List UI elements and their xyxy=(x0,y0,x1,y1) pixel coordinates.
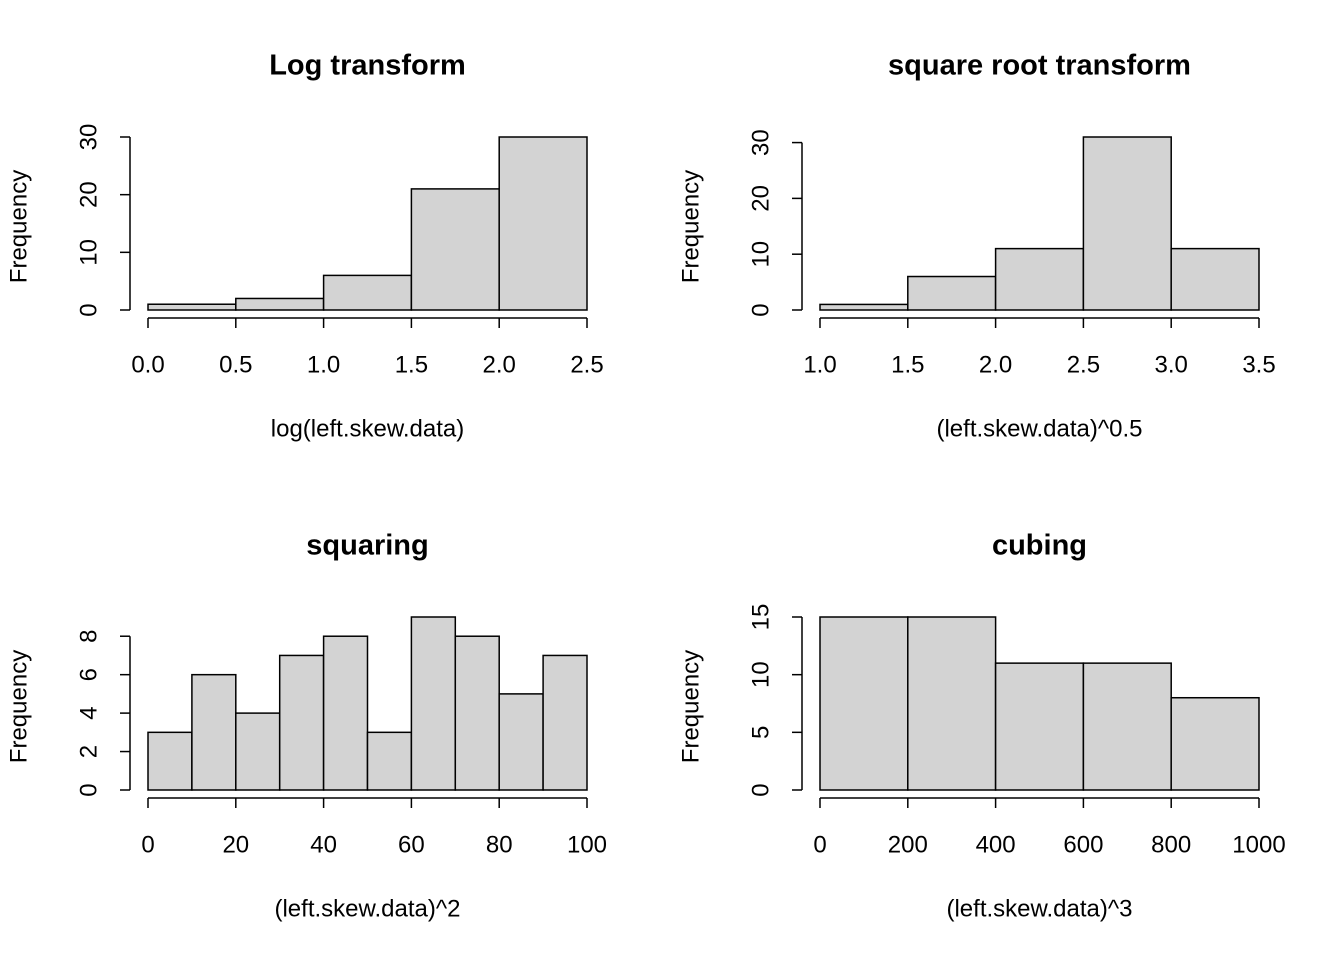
x-tick-label: 1.0 xyxy=(803,351,836,378)
x-axis-label: (left.skew.data)^0.5 xyxy=(936,415,1142,442)
bar xyxy=(191,673,237,791)
y-tick-label: 8 xyxy=(75,630,102,643)
bar xyxy=(907,275,997,311)
bar xyxy=(410,616,457,791)
bar xyxy=(819,616,909,791)
y-tick-label: 4 xyxy=(75,706,102,719)
bar xyxy=(819,303,909,311)
y-tick-label: 0 xyxy=(747,783,774,796)
x-tick-label: 1000 xyxy=(1232,831,1285,858)
bar xyxy=(366,731,413,791)
x-tick-label: 200 xyxy=(888,831,928,858)
bar xyxy=(322,274,413,311)
x-tick-label: 3.5 xyxy=(1242,351,1275,378)
bar xyxy=(147,731,193,791)
y-axis-label: Frequency xyxy=(677,170,704,283)
y-tick-label: 30 xyxy=(747,129,774,156)
x-tick-label: 800 xyxy=(1151,831,1191,858)
bar xyxy=(498,693,544,791)
y-tick-label: 2 xyxy=(75,745,102,758)
x-tick-label: 2.0 xyxy=(483,351,516,378)
bar xyxy=(1082,136,1172,311)
bar xyxy=(907,616,997,791)
x-tick-label: 40 xyxy=(310,831,337,858)
x-tick-label: 1.0 xyxy=(307,351,340,378)
bar xyxy=(994,662,1085,791)
bar xyxy=(1082,662,1172,791)
y-tick-label: 10 xyxy=(75,239,102,266)
y-tick-label: 10 xyxy=(747,661,774,688)
bar xyxy=(1170,247,1260,311)
y-tick-label: 10 xyxy=(747,241,774,268)
bar xyxy=(994,247,1085,311)
x-tick-label: 2.5 xyxy=(1067,351,1100,378)
x-tick-label: 0 xyxy=(141,831,154,858)
y-tick-label: 20 xyxy=(75,181,102,208)
x-tick-label: 0 xyxy=(813,831,826,858)
y-axis-label: Frequency xyxy=(677,650,704,763)
bar xyxy=(322,635,369,791)
chart-title: square root transform xyxy=(888,50,1191,82)
x-tick-label: 20 xyxy=(222,831,249,858)
y-tick-label: 5 xyxy=(747,726,774,739)
x-tick-label: 3.0 xyxy=(1155,351,1188,378)
y-tick-label: 15 xyxy=(747,604,774,631)
bar xyxy=(542,654,588,791)
x-axis-label: log(left.skew.data) xyxy=(271,415,464,442)
x-tick-label: 2.0 xyxy=(979,351,1012,378)
x-tick-label: 1.5 xyxy=(395,351,428,378)
chart-title: cubing xyxy=(992,530,1087,562)
x-tick-label: 100 xyxy=(567,831,607,858)
y-axis-label: Frequency xyxy=(5,650,32,763)
y-tick-label: 20 xyxy=(747,185,774,212)
y-tick-label: 0 xyxy=(75,783,102,796)
y-tick-label: 0 xyxy=(747,303,774,316)
bar xyxy=(454,635,500,791)
x-tick-label: 400 xyxy=(976,831,1016,858)
x-tick-label: 1.5 xyxy=(891,351,924,378)
x-axis-label: (left.skew.data)^3 xyxy=(946,895,1132,922)
x-tick-label: 60 xyxy=(398,831,425,858)
y-tick-label: 6 xyxy=(75,668,102,681)
chart-title: Log transform xyxy=(269,50,466,82)
x-tick-label: 2.5 xyxy=(570,351,603,378)
bar xyxy=(410,188,500,311)
x-tick-label: 0.0 xyxy=(131,351,164,378)
y-axis-label: Frequency xyxy=(5,170,32,283)
bar xyxy=(1170,696,1260,791)
y-tick-label: 30 xyxy=(75,124,102,151)
bar xyxy=(147,303,237,311)
bar xyxy=(278,654,325,791)
x-tick-label: 600 xyxy=(1063,831,1103,858)
bar xyxy=(235,712,281,791)
x-tick-label: 80 xyxy=(486,831,513,858)
bar xyxy=(498,136,588,311)
x-tick-label: 0.5 xyxy=(219,351,252,378)
y-tick-label: 0 xyxy=(75,303,102,316)
chart-title: squaring xyxy=(306,530,428,562)
x-axis-label: (left.skew.data)^2 xyxy=(274,895,460,922)
bar xyxy=(235,297,325,311)
